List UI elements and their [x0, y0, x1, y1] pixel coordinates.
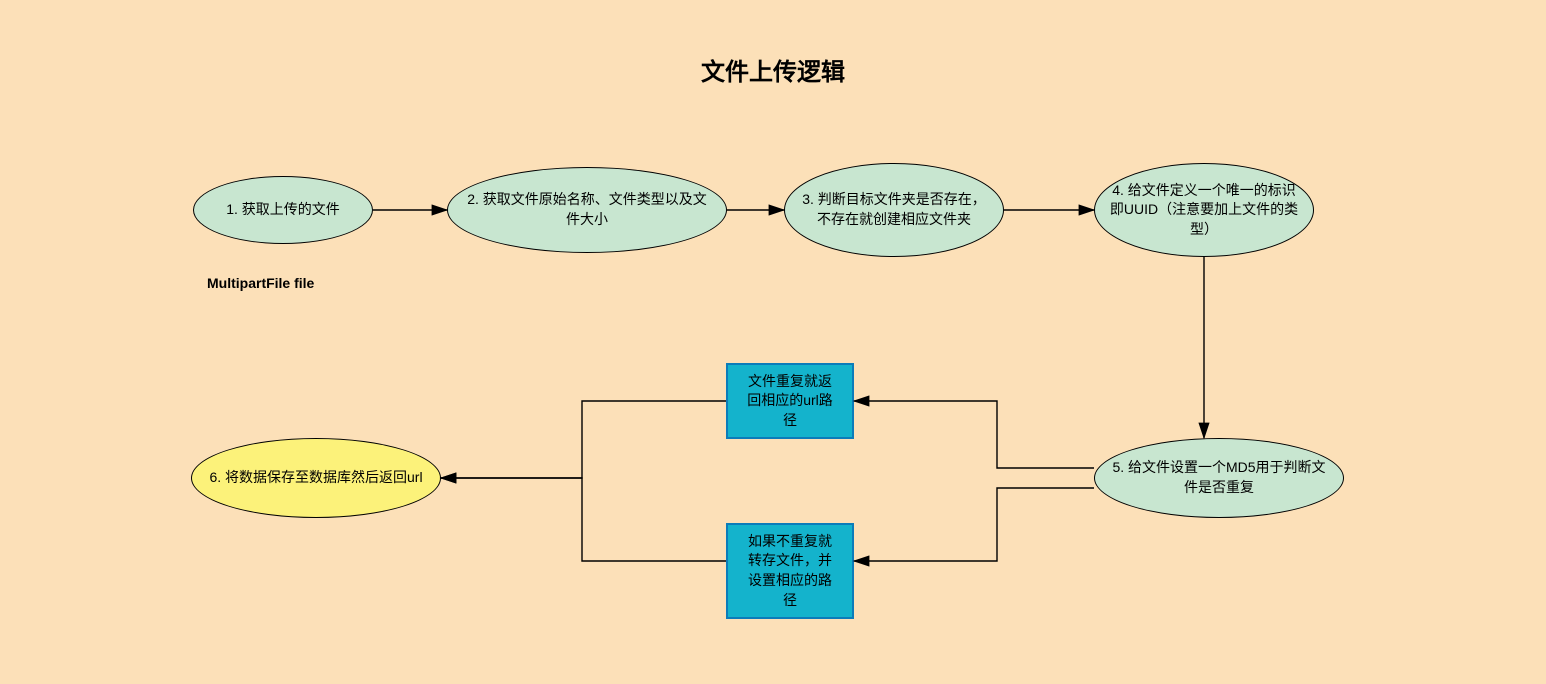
node-label: 4. 给文件定义一个唯一的标识即UUID（注意要加上文件的类型） — [1109, 181, 1299, 240]
node-label: 2. 获取文件原始名称、文件类型以及文件大小 — [462, 190, 712, 229]
node-step-5: 5. 给文件设置一个MD5用于判断文件是否重复 — [1094, 438, 1344, 518]
node-branch-notduplicate: 如果不重复就转存文件，并设置相应的路径 — [726, 523, 854, 619]
node-label: 1. 获取上传的文件 — [226, 200, 340, 220]
node-label: 5. 给文件设置一个MD5用于判断文件是否重复 — [1109, 458, 1329, 497]
node-label: 6. 将数据保存至数据库然后返回url — [209, 468, 422, 488]
edge-r2-n6 — [441, 478, 726, 561]
node-label: 文件重复就返回相应的url路径 — [742, 372, 838, 431]
node-step-6: 6. 将数据保存至数据库然后返回url — [191, 438, 441, 518]
diagram-title: 文件上传逻辑 — [701, 52, 845, 87]
edge-n5-r1 — [854, 401, 1094, 468]
node-label: 3. 判断目标文件夹是否存在，不存在就创建相应文件夹 — [799, 190, 989, 229]
node-step-4: 4. 给文件定义一个唯一的标识即UUID（注意要加上文件的类型） — [1094, 163, 1314, 257]
edge-r1-n6 — [441, 401, 726, 478]
node-step-3: 3. 判断目标文件夹是否存在，不存在就创建相应文件夹 — [784, 163, 1004, 257]
node-branch-duplicate: 文件重复就返回相应的url路径 — [726, 363, 854, 439]
node-label: 如果不重复就转存文件，并设置相应的路径 — [742, 532, 838, 610]
node-1-sublabel: MultipartFile file — [207, 275, 314, 291]
edge-n5-r2 — [854, 488, 1094, 561]
node-step-1: 1. 获取上传的文件 — [193, 176, 373, 244]
node-step-2: 2. 获取文件原始名称、文件类型以及文件大小 — [447, 167, 727, 253]
